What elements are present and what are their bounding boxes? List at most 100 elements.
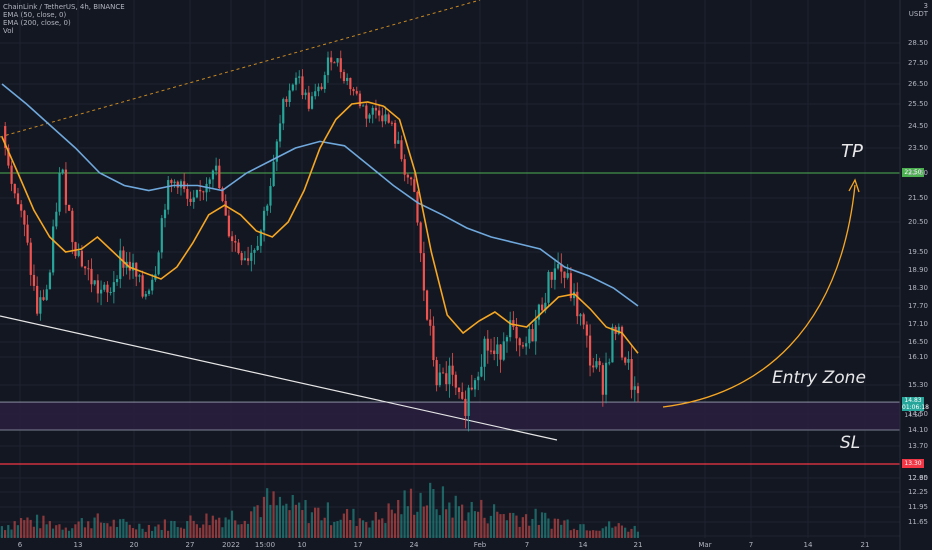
candle-body <box>52 226 55 273</box>
volume-bar <box>569 530 572 538</box>
candle-body <box>454 374 457 388</box>
ema50-label[interactable]: EMA (50, close, 0) <box>3 11 67 19</box>
candle-body <box>282 99 285 124</box>
volume-bar <box>576 530 579 538</box>
candle-body <box>563 271 566 278</box>
price-tick-label: 11.95 <box>907 503 928 511</box>
candle-body <box>278 123 282 142</box>
time-tick-label: 17 <box>353 541 363 549</box>
price-tick-label: 16.10 <box>907 353 928 361</box>
volume-bar <box>96 513 99 538</box>
candle-body <box>215 165 218 171</box>
volume-bar <box>304 500 307 538</box>
candle-body <box>390 122 394 124</box>
price-tick-label: 17.70 <box>907 302 928 310</box>
candle-body <box>365 105 368 119</box>
candle-body <box>534 319 537 342</box>
price-tick-label: 17.10 <box>907 320 928 328</box>
volume-bar <box>422 506 425 538</box>
time-tick-label: 21 <box>633 541 643 549</box>
volume-bar <box>406 506 409 538</box>
volume-bar <box>601 528 604 538</box>
candle-body <box>234 241 237 243</box>
volume-bar <box>397 499 400 538</box>
volume-bar <box>74 524 77 538</box>
volume-bar <box>608 521 611 538</box>
time-tick-label: 24 <box>409 541 419 549</box>
volume-bar <box>170 520 173 538</box>
candle-body <box>320 86 323 90</box>
volume-bar <box>138 523 141 538</box>
candle-body <box>352 89 355 92</box>
volume-bar <box>467 512 470 538</box>
volume-bar <box>32 526 35 538</box>
volume-bar <box>432 489 435 538</box>
volume-bar <box>579 524 582 538</box>
volume-bar <box>563 520 566 538</box>
volume-bar <box>550 528 553 538</box>
symbol-title[interactable]: ChainLink / TetherUS, 4h, BINANCE <box>3 3 125 11</box>
candle-body <box>272 161 275 187</box>
candle-body <box>362 105 365 107</box>
volume-bar <box>218 517 221 538</box>
candle-body <box>445 373 448 385</box>
volume-bar <box>480 499 483 538</box>
candle-body <box>119 250 122 279</box>
candle-body <box>547 271 550 303</box>
candle-body <box>285 99 288 102</box>
candle-body <box>633 386 636 390</box>
price-tick-label: 11.65 <box>907 518 928 526</box>
time-tick-label: 15:00 <box>254 541 276 549</box>
candle-body <box>23 210 26 225</box>
candle-body <box>358 93 362 107</box>
volume-bar <box>326 502 329 538</box>
entry-zone-annotation: Entry Zone <box>772 368 866 388</box>
volume-bar <box>29 519 32 538</box>
candle-body <box>186 188 189 199</box>
volume-label[interactable]: Vol <box>3 27 14 35</box>
volume-bar <box>566 519 569 538</box>
volume-bar <box>585 530 588 538</box>
candle-body <box>525 343 528 347</box>
candle-body <box>55 211 58 227</box>
volume-bar <box>470 501 473 538</box>
candle-body <box>64 169 68 205</box>
volume-bar <box>119 519 122 538</box>
volume-bar <box>524 514 528 538</box>
candle-body <box>26 224 29 243</box>
candle-body <box>83 266 87 269</box>
candle-body <box>419 222 422 254</box>
volume-bar <box>547 518 550 538</box>
volume-bar <box>445 509 448 538</box>
time-tick-label: Mar <box>698 541 712 549</box>
lower-trendline <box>0 315 558 441</box>
price-tick-label: 18.90 <box>907 266 928 274</box>
candle-body <box>333 62 336 64</box>
candle-body <box>103 284 106 290</box>
low-price-badge: 14.50 <box>902 411 924 420</box>
volume-bar <box>237 524 240 538</box>
price-tick-label: 14.10 <box>907 426 928 434</box>
candle-body <box>71 210 74 243</box>
price-tick-label: 16.50 <box>907 338 928 346</box>
candle-body <box>544 302 547 311</box>
candle-body <box>467 387 470 416</box>
price-tick-label: 23.50 <box>907 144 928 152</box>
candle-body <box>349 77 352 90</box>
candle-body <box>339 58 342 73</box>
volume-bar <box>173 521 176 538</box>
volume-bar <box>323 517 326 538</box>
price-tick-label: 12.25 <box>907 488 928 496</box>
volume-bar <box>262 496 266 538</box>
volume-bar <box>358 518 361 538</box>
volume-bar <box>582 524 585 538</box>
volume-bar <box>147 524 151 538</box>
candle-body <box>381 115 384 122</box>
volume-bar <box>528 525 531 538</box>
volume-bar <box>250 511 253 538</box>
volume-bar <box>537 524 540 538</box>
candle-body <box>457 387 461 393</box>
volume-bar <box>77 521 80 538</box>
ema200-label[interactable]: EMA (200, close, 0) <box>3 19 71 27</box>
